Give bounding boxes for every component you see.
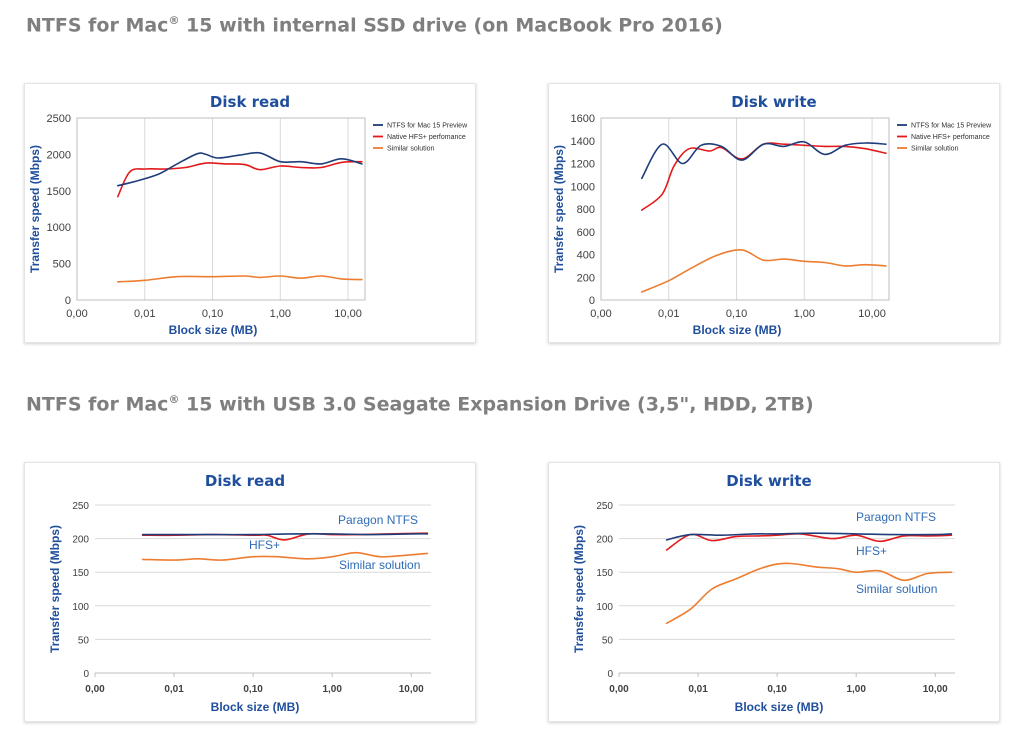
chart-title: Disk read	[210, 93, 290, 111]
y-axis-label: Transfer speed (Mbps)	[572, 525, 586, 653]
series-line-navy	[141, 533, 429, 536]
y-axis-label: Transfer speed (Mbps)	[28, 145, 42, 273]
y-tick-label: 500	[53, 259, 71, 271]
series-line-navy	[641, 140, 887, 180]
series-label: HFS+	[249, 538, 280, 552]
y-tick-label: 150	[596, 568, 613, 579]
legend-label: Similar solution	[387, 146, 435, 153]
series-line-orange	[117, 275, 363, 283]
series-label: Paragon NTFS	[856, 510, 936, 524]
plot-frame	[600, 117, 890, 301]
x-axis-label: Block size (MB)	[693, 323, 782, 337]
legend-label: Native HFS+ perfomance	[911, 134, 990, 141]
x-tick-label: 1,00	[270, 308, 291, 320]
y-tick-label: 250	[72, 501, 89, 512]
x-tick-label: 0,00	[66, 308, 87, 320]
y-tick-label: 200	[577, 272, 595, 284]
series-line-orange	[665, 562, 953, 625]
y-tick-label: 0	[607, 669, 613, 680]
y-tick-label: 150	[72, 568, 89, 579]
y-tick-label: 1500	[47, 186, 71, 198]
x-tick-label: 10,00	[858, 308, 886, 320]
series-label: Similar solution	[339, 558, 420, 572]
y-tick-label: 100	[596, 602, 613, 613]
x-tick-label: 10,00	[334, 308, 362, 320]
x-tick-label: 0,00	[85, 684, 105, 695]
y-tick-label: 50	[78, 635, 90, 646]
y-tick-label: 1600	[571, 113, 595, 125]
chart-title: Disk write	[731, 93, 816, 111]
grid	[618, 504, 955, 677]
series-line-red	[641, 142, 887, 211]
y-tick-label: 100	[72, 602, 89, 613]
x-tick-label: 0,00	[590, 308, 611, 320]
chart-usb-write: Disk write 0 50 100 150 200 250 0,00 0,01 0,10 1,0…	[572, 472, 955, 714]
y-tick-label: 800	[577, 204, 595, 216]
y-tick-label: 2500	[47, 113, 71, 125]
x-tick-label: 1,00	[846, 684, 866, 695]
legend-label: Native HFS+ perfomance	[387, 134, 466, 141]
chart-title: Disk write	[726, 472, 811, 490]
chart-card-usb-read: Disk read 0 50 100 150 200 250 0,00 0,01 0,10 1,00…	[24, 462, 476, 722]
legend-label: NTFS for Mac 15 Preview	[387, 123, 468, 130]
chart-usb-read: Disk read 0 50 100 150 200 250 0,00 0,01 0,10 1,00…	[48, 472, 431, 714]
grid	[94, 504, 431, 677]
x-tick-label: 10,00	[923, 684, 948, 695]
x-tick-label: 1,00	[794, 308, 815, 320]
x-axis-label: Block size (MB)	[211, 700, 300, 714]
y-tick-label: 400	[577, 250, 595, 262]
series-label: HFS+	[856, 544, 887, 558]
y-tick-label: 50	[602, 635, 614, 646]
x-tick-label: 1,00	[322, 684, 342, 695]
x-axis-label: Block size (MB)	[735, 700, 824, 714]
y-tick-label: 200	[596, 535, 613, 546]
section-title-usb: NTFS for Mac® 15 with USB 3.0 Seagate Ex…	[26, 393, 814, 416]
y-tick-label: 0	[65, 295, 71, 307]
x-tick-label: 0,01	[164, 684, 184, 695]
series-line-navy	[117, 151, 363, 187]
series-line-orange	[141, 551, 429, 561]
grid	[76, 117, 366, 301]
chart-ssd-read: Disk read 0 500 1000 1500 2000 2500 0,00 0,01 0,1…	[28, 93, 468, 337]
y-axis-label: Transfer speed (Mbps)	[48, 525, 62, 653]
y-tick-label: 200	[72, 535, 89, 546]
chart-card-ssd-read: Disk read 0 500 1000 1500 2000 2500 0,00 0,01 0,1…	[24, 83, 476, 343]
x-tick-label: 0,01	[688, 684, 708, 695]
legend-label: Similar solution	[911, 146, 959, 153]
x-tick-label: 0,00	[609, 684, 629, 695]
section-title-ssd: NTFS for Mac® 15 with internal SSD drive…	[26, 14, 723, 37]
x-tick-label: 0,10	[243, 684, 263, 695]
x-axis-label: Block size (MB)	[169, 323, 258, 337]
legend-label: NTFS for Mac 15 Preview	[911, 123, 992, 130]
y-axis-label: Transfer speed (Mbps)	[552, 145, 566, 273]
y-tick-label: 600	[577, 227, 595, 239]
series-line-navy	[665, 532, 953, 541]
series-label: Similar solution	[856, 582, 937, 596]
chart-ssd-write: Disk write 0 200 400 600 800 1000 1200 1400 1600 0…	[552, 93, 992, 337]
chart-title: Disk read	[205, 472, 285, 490]
x-tick-label: 0,01	[658, 308, 679, 320]
chart-card-usb-write: Disk write 0 50 100 150 200 250 0,00 0,01 0,10 1,0…	[548, 462, 1000, 722]
y-tick-label: 1200	[571, 159, 595, 171]
y-tick-label: 1000	[47, 222, 71, 234]
y-tick-label: 2000	[47, 149, 71, 161]
y-tick-label: 1000	[571, 181, 595, 193]
series-line-orange	[641, 249, 887, 293]
chart-card-ssd-write: Disk write 0 200 400 600 800 1000 1200 1400 1600 0…	[548, 83, 1000, 343]
y-tick-label: 0	[83, 669, 89, 680]
y-tick-label: 0	[589, 295, 595, 307]
x-tick-label: 10,00	[399, 684, 424, 695]
x-tick-label: 0,10	[202, 308, 223, 320]
y-tick-label: 250	[596, 501, 613, 512]
series-line-red	[117, 160, 363, 198]
x-tick-label: 0,10	[726, 308, 747, 320]
series-line-red	[665, 532, 953, 551]
x-tick-label: 0,01	[134, 308, 155, 320]
y-tick-label: 1400	[571, 136, 595, 148]
series-label: Paragon NTFS	[338, 513, 418, 527]
plot-frame	[76, 117, 366, 301]
x-tick-label: 0,10	[767, 684, 787, 695]
